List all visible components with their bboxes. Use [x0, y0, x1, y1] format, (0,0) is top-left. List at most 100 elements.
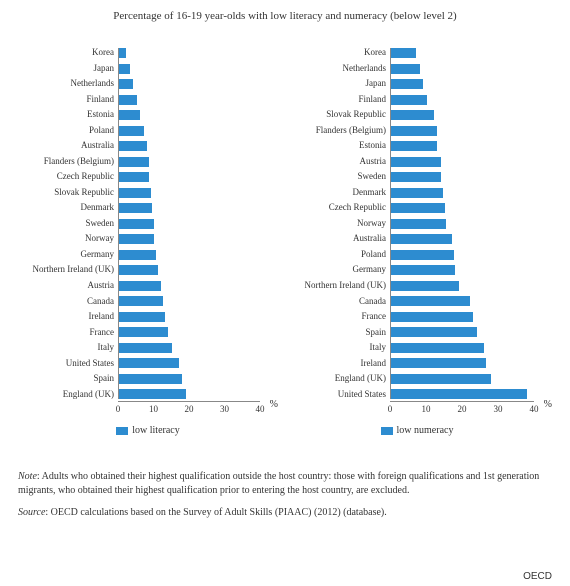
right-ylabel: Germany — [282, 265, 390, 274]
note-text: Note: Adults who obtained their highest … — [18, 470, 552, 497]
charts-row: KoreaJapanNetherlandsFinlandEstoniaPolan… — [18, 46, 552, 454]
right-bar-slot — [391, 343, 534, 353]
left-ylabel: Poland — [18, 126, 118, 135]
left-bar-slot — [119, 172, 260, 182]
left-bar-slot — [119, 250, 260, 260]
left-bar-slot — [119, 126, 260, 136]
left-bar-slot — [119, 343, 260, 353]
right-bar-slot — [391, 95, 534, 105]
left-tick: 40 — [256, 404, 265, 414]
left-bar-slot — [119, 157, 260, 167]
left-bar — [119, 172, 149, 182]
left-xaxis-ticks: 010203040 — [118, 401, 278, 415]
right-legend-swatch — [381, 427, 393, 435]
left-bar-slot — [119, 327, 260, 337]
left-bar — [119, 389, 186, 399]
left-ylabel: Germany — [18, 250, 118, 259]
right-bar-slot — [391, 281, 534, 291]
left-bar-slot — [119, 358, 260, 368]
right-bar — [391, 296, 470, 306]
note-italic: Note: Adults who obtained their highest … — [18, 471, 539, 496]
left-bar — [119, 234, 154, 244]
left-bar-slot — [119, 188, 260, 198]
left-ylabel: Australia — [18, 141, 118, 150]
right-ylabel: Canada — [282, 297, 390, 306]
right-ylabel: Flanders (Belgium) — [282, 126, 390, 135]
left-bar-slot — [119, 95, 260, 105]
left-tick: 20 — [185, 404, 194, 414]
source-italic: Source: OECD calculations based on the S… — [18, 507, 387, 518]
right-ylabel: Finland — [282, 95, 390, 104]
right-chart: KoreaNetherlandsJapanFinlandSlovak Repub… — [282, 46, 552, 454]
left-bar-slot — [119, 312, 260, 322]
left-bar-slot — [119, 265, 260, 275]
left-bar-slot — [119, 48, 260, 58]
right-tick: 30 — [494, 404, 503, 414]
right-bar — [391, 157, 441, 167]
right-bar-slot — [391, 188, 534, 198]
left-bar-slot — [119, 141, 260, 151]
page: Percentage of 16-19 year-olds with low l… — [0, 0, 570, 586]
right-ylabel: Austria — [282, 157, 390, 166]
left-legend-swatch — [116, 427, 128, 435]
right-bar-slot — [391, 296, 534, 306]
right-tick: 10 — [422, 404, 431, 414]
right-ylabel: England (UK) — [282, 374, 390, 383]
left-bar-slot — [119, 79, 260, 89]
left-bar — [119, 48, 126, 58]
left-bar — [119, 95, 137, 105]
left-tick: 10 — [149, 404, 158, 414]
right-ylabels: KoreaNetherlandsJapanFinlandSlovak Repub… — [282, 46, 390, 401]
right-legend: low numeracy — [381, 425, 454, 436]
right-bar-slot — [391, 389, 534, 399]
right-bars-area: % — [390, 46, 552, 401]
right-ylabel: Estonia — [282, 141, 390, 150]
left-ylabel: England (UK) — [18, 390, 118, 399]
right-xaxis: 010203040 — [282, 401, 552, 415]
left-bar — [119, 219, 154, 229]
credit-label: OECD — [523, 571, 552, 582]
left-ylabel: Korea — [18, 48, 118, 57]
right-ylabel: Czech Republic — [282, 203, 390, 212]
left-bar — [119, 358, 179, 368]
right-ylabel: Northern Ireland (UK) — [282, 281, 390, 290]
right-bars-inner — [390, 48, 534, 399]
right-bar — [391, 234, 452, 244]
left-bar-slot — [119, 110, 260, 120]
right-bar-slot — [391, 110, 534, 120]
left-bar — [119, 374, 182, 384]
left-legend: low literacy — [116, 425, 179, 436]
right-bar — [391, 95, 427, 105]
right-bar-slot — [391, 79, 534, 89]
left-bar-slot — [119, 203, 260, 213]
left-ylabel: Northern Ireland (UK) — [18, 265, 118, 274]
left-tick: 0 — [116, 404, 121, 414]
right-bar-slot — [391, 374, 534, 384]
left-ylabel: France — [18, 328, 118, 337]
right-ylabel: Australia — [282, 234, 390, 243]
right-ylabel: Italy — [282, 343, 390, 352]
right-bar — [391, 172, 441, 182]
right-bar-slot — [391, 358, 534, 368]
right-bar — [391, 48, 416, 58]
left-ylabel: Spain — [18, 374, 118, 383]
right-bar-slot — [391, 327, 534, 337]
right-ylabel: Norway — [282, 219, 390, 228]
right-xaxis-ticks: 010203040 — [390, 401, 552, 415]
right-xaxis-spacer — [282, 401, 390, 415]
right-bar — [391, 126, 437, 136]
right-ylabel: Slovak Republic — [282, 110, 390, 119]
right-ylabel: Spain — [282, 328, 390, 337]
left-xaxis-inner: 010203040 — [118, 401, 260, 415]
left-bar-slot — [119, 374, 260, 384]
left-bar — [119, 203, 152, 213]
left-ylabel: Flanders (Belgium) — [18, 157, 118, 166]
chart-title: Percentage of 16-19 year-olds with low l… — [18, 10, 552, 22]
left-ylabel: United States — [18, 359, 118, 368]
right-bar-slot — [391, 234, 534, 244]
right-tick: 40 — [530, 404, 539, 414]
left-ylabels: KoreaJapanNetherlandsFinlandEstoniaPolan… — [18, 46, 118, 401]
right-tick: 0 — [388, 404, 393, 414]
right-bar-slot — [391, 48, 534, 58]
left-bar — [119, 141, 147, 151]
